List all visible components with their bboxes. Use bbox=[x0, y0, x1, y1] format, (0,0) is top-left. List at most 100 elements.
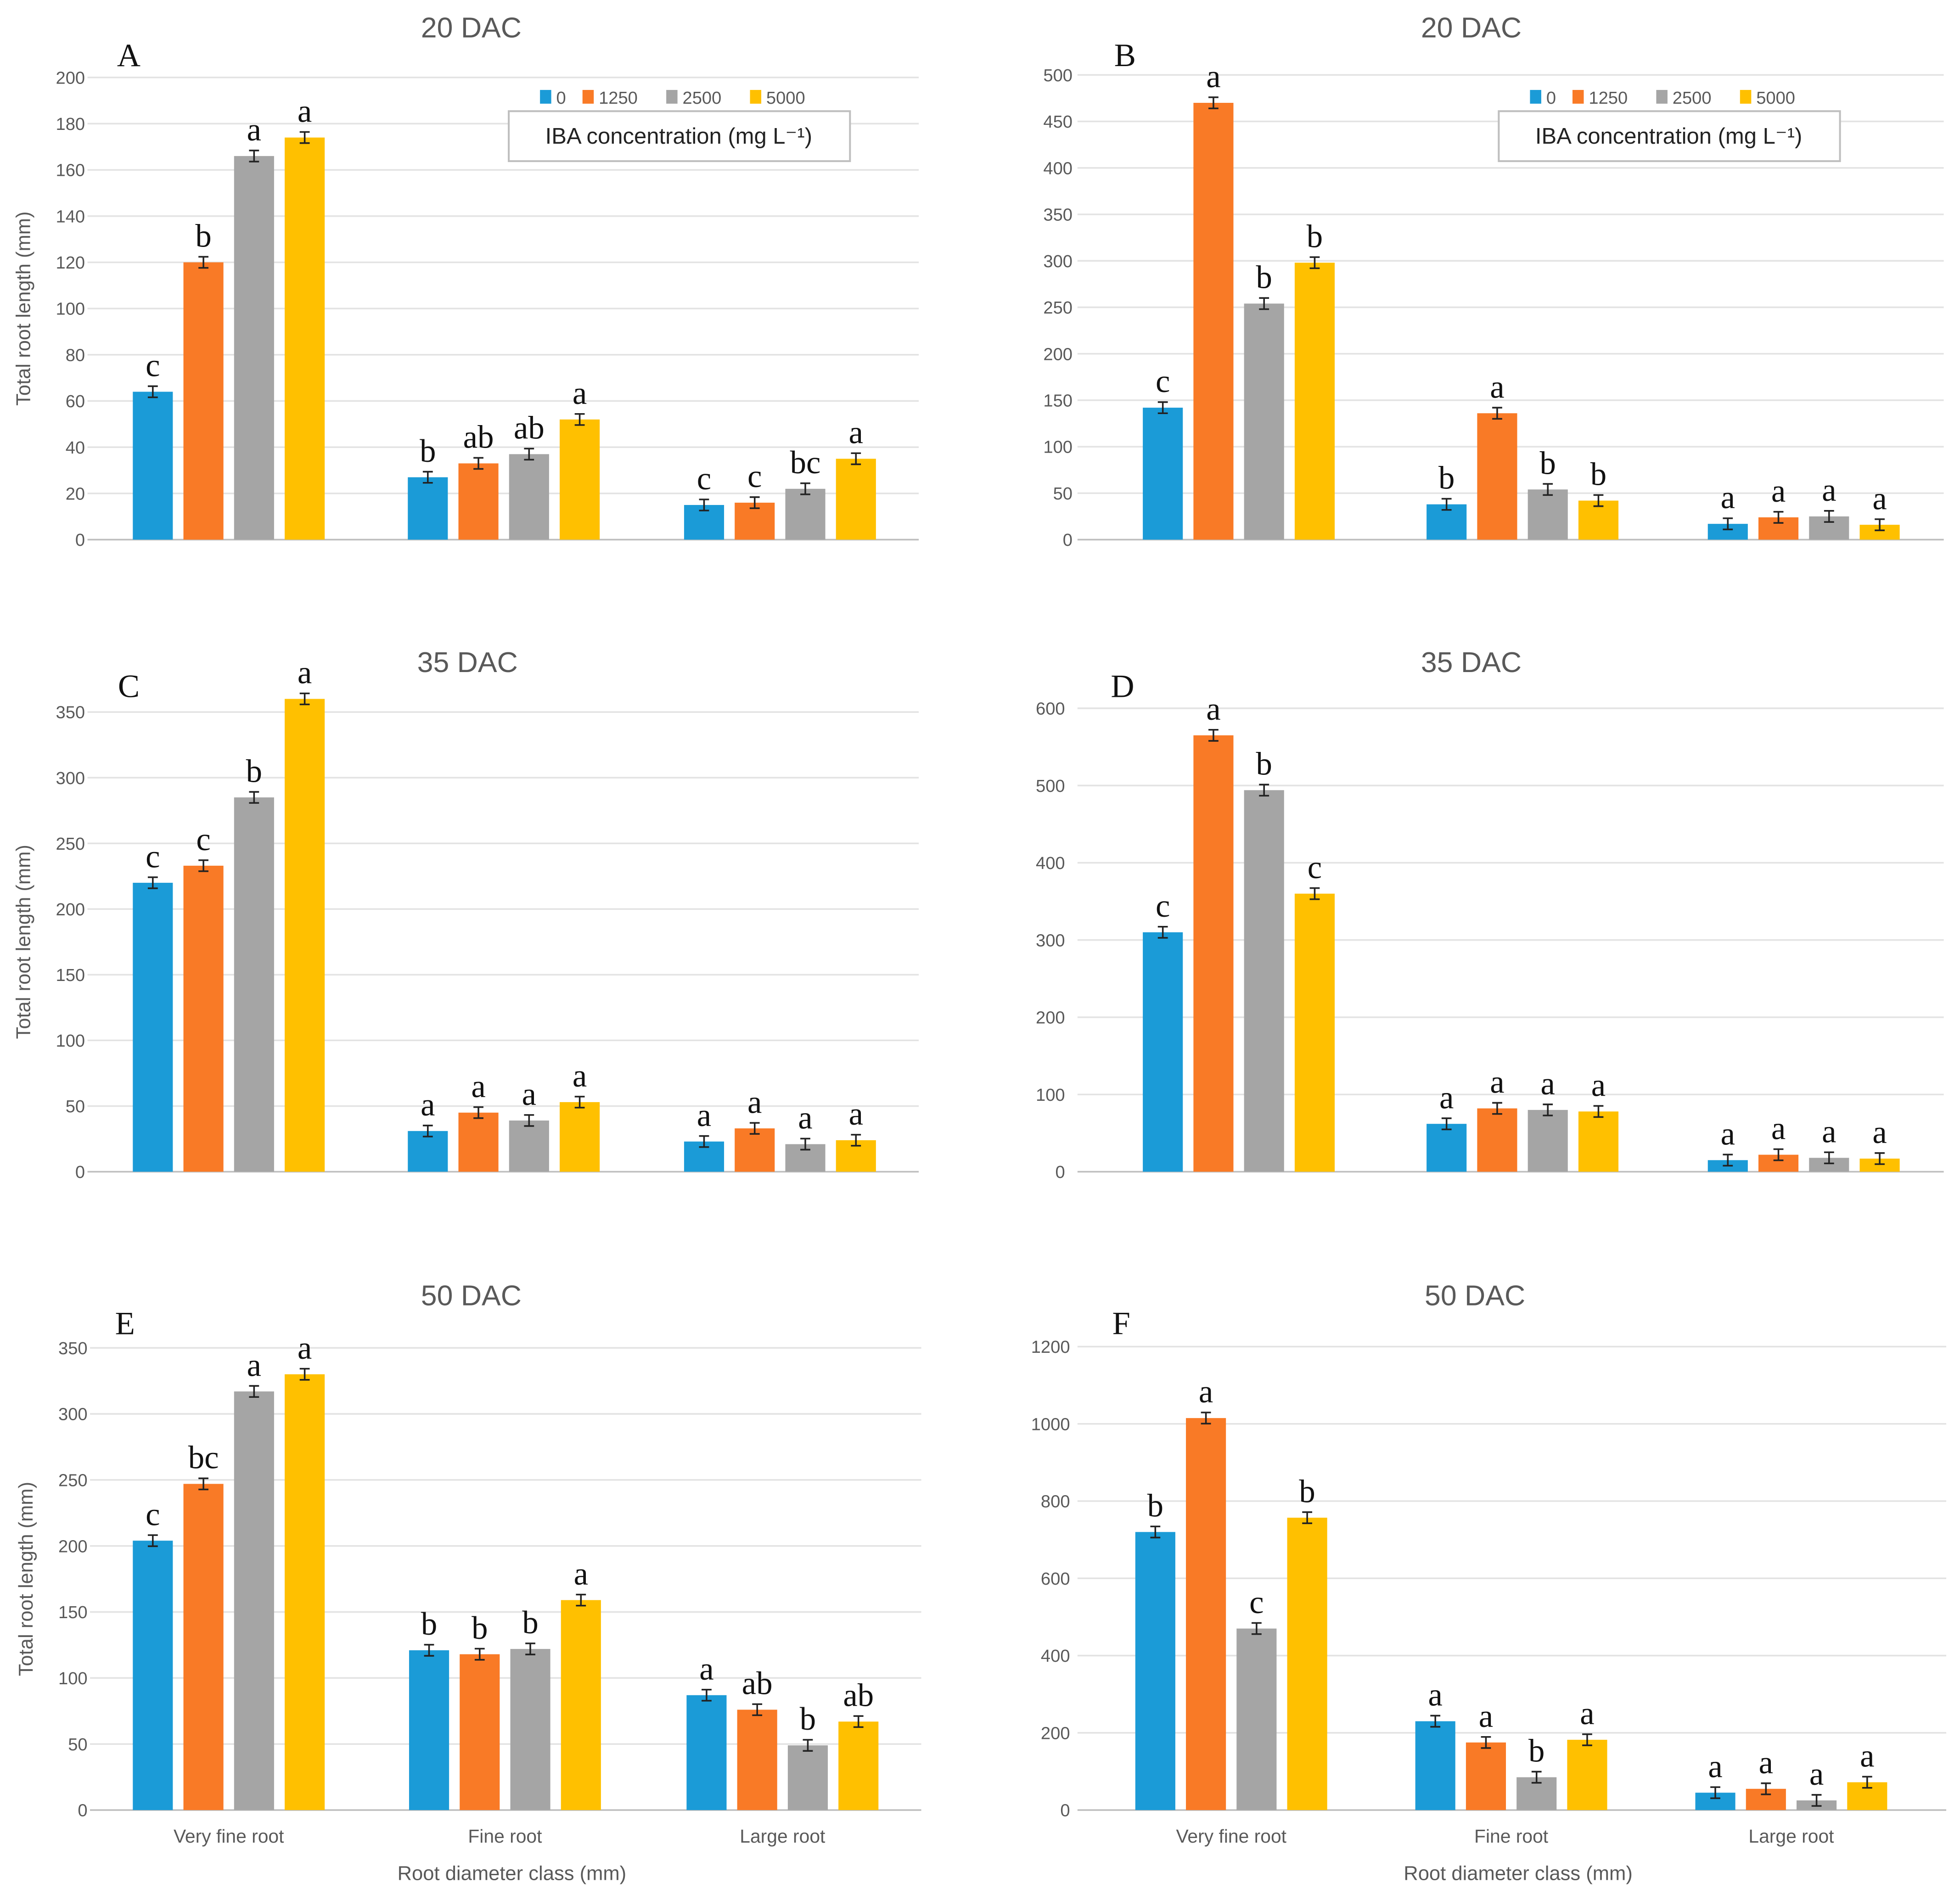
bar-1250 bbox=[458, 1112, 499, 1172]
bar-2500 bbox=[234, 797, 274, 1172]
bar-1250 bbox=[735, 1128, 775, 1172]
chart-title: 20 DAC bbox=[421, 12, 522, 44]
legend-label: 2500 bbox=[1673, 89, 1712, 108]
panel-letter: B bbox=[1114, 38, 1136, 73]
significance-letter: c bbox=[1308, 850, 1322, 886]
error-bar bbox=[474, 1648, 485, 1661]
bar-5000 bbox=[1567, 1739, 1607, 1810]
bar-1250 bbox=[460, 1654, 500, 1810]
error-bar bbox=[699, 499, 709, 511]
error-bar bbox=[1259, 784, 1269, 797]
y-tick-label: 800 bbox=[1041, 1492, 1070, 1512]
error-bar bbox=[198, 1477, 208, 1491]
panel-letter: D bbox=[1111, 668, 1134, 704]
significance-letter: ab bbox=[463, 420, 494, 455]
y-tick-label: 0 bbox=[75, 1163, 85, 1182]
legend-swatch-1250 bbox=[1572, 90, 1584, 104]
y-axis-label: Total root length (mm) bbox=[12, 845, 34, 1039]
legend-label: 2500 bbox=[683, 89, 722, 108]
significance-letter: a bbox=[1708, 1749, 1722, 1784]
error-bar bbox=[1824, 510, 1834, 523]
bar-1250 bbox=[1477, 413, 1517, 540]
bar-0 bbox=[686, 1695, 727, 1810]
y-tick-label: 200 bbox=[56, 900, 85, 919]
y-tick-label: 100 bbox=[56, 300, 85, 319]
bar-0 bbox=[409, 1650, 449, 1810]
error-bar bbox=[1259, 297, 1269, 310]
bar-2500 bbox=[1244, 303, 1284, 540]
significance-letter: a bbox=[849, 1096, 863, 1132]
y-tick-label: 600 bbox=[1036, 700, 1065, 719]
bar-0 bbox=[408, 477, 448, 540]
significance-letter: a bbox=[574, 1556, 588, 1592]
bar-5000 bbox=[1287, 1518, 1327, 1810]
legend-title: IBA concentration (mg L⁻¹) bbox=[545, 124, 812, 149]
bar-5000 bbox=[285, 699, 325, 1172]
error-bar bbox=[574, 413, 585, 426]
significance-letter: a bbox=[1771, 1111, 1786, 1147]
error-bar bbox=[422, 471, 433, 484]
y-tick-label: 100 bbox=[1036, 1086, 1065, 1105]
significance-letter: a bbox=[298, 1330, 312, 1366]
legend-label: 5000 bbox=[1756, 89, 1795, 108]
legend-label: 1250 bbox=[1589, 89, 1628, 108]
error-bar bbox=[424, 1644, 434, 1657]
significance-letter: a bbox=[1541, 1066, 1555, 1102]
y-tick-label: 120 bbox=[56, 253, 85, 273]
x-tick-label: Fine root bbox=[1474, 1826, 1549, 1847]
y-tick-label: 0 bbox=[1055, 1163, 1065, 1182]
error-bar bbox=[1531, 1771, 1542, 1784]
error-bar bbox=[1441, 1117, 1452, 1131]
panel-A: 0 20 40 60 80 100 120 140 160 180 200 20 DAC A Total … bbox=[12, 12, 919, 550]
error-bar bbox=[702, 1688, 712, 1702]
y-tick-label: 200 bbox=[1041, 1724, 1070, 1743]
error-bar bbox=[147, 385, 158, 398]
significance-letter: a bbox=[247, 112, 261, 148]
y-tick-label: 100 bbox=[56, 1031, 85, 1051]
error-bar bbox=[1208, 729, 1219, 742]
significance-letter: b bbox=[1256, 746, 1272, 782]
chart-title: 35 DAC bbox=[1421, 646, 1522, 678]
y-tick-label: 100 bbox=[58, 1669, 88, 1688]
bar-1250 bbox=[1193, 735, 1234, 1172]
bar-0 bbox=[408, 1131, 448, 1172]
legend-swatch-5000 bbox=[750, 90, 762, 104]
bar-1250 bbox=[1186, 1418, 1226, 1810]
y-tick-label: 0 bbox=[75, 531, 85, 550]
significance-letter: c bbox=[196, 822, 210, 858]
y-tick-label: 140 bbox=[56, 207, 85, 226]
significance-letter: b bbox=[800, 1701, 816, 1737]
bar-0 bbox=[133, 883, 173, 1172]
legend-label: 0 bbox=[556, 89, 566, 108]
y-tick-label: 0 bbox=[1063, 531, 1073, 550]
error-bar bbox=[1723, 517, 1733, 531]
bar-2500 bbox=[1528, 489, 1568, 540]
error-bar bbox=[1862, 1776, 1872, 1789]
significance-letter: a bbox=[1872, 481, 1887, 516]
y-axis-label: Total root length (mm) bbox=[12, 211, 34, 405]
bar-5000 bbox=[561, 1600, 601, 1810]
x-axis-label: Root diameter class (mm) bbox=[398, 1862, 627, 1884]
bar-1250 bbox=[183, 865, 224, 1172]
y-tick-label: 150 bbox=[58, 1603, 88, 1622]
legend-label: 0 bbox=[1546, 89, 1556, 108]
error-bar bbox=[524, 1114, 534, 1127]
y-tick-label: 400 bbox=[1043, 159, 1073, 178]
chart-title: 50 DAC bbox=[1425, 1280, 1525, 1312]
chart-title: 35 DAC bbox=[417, 646, 518, 678]
bar-5000 bbox=[560, 1102, 600, 1172]
bar-2500 bbox=[785, 488, 826, 540]
legend-swatch-5000 bbox=[1740, 90, 1752, 104]
y-tick-label: 400 bbox=[1036, 854, 1065, 873]
significance-letter: c bbox=[697, 461, 711, 497]
error-bar bbox=[1309, 887, 1320, 900]
error-bar bbox=[299, 1368, 310, 1381]
significance-letter: c bbox=[146, 1496, 160, 1532]
error-bar bbox=[800, 482, 810, 495]
significance-letter: b bbox=[1256, 259, 1272, 295]
y-tick-label: 180 bbox=[56, 115, 85, 134]
legend: 0 1250 2500 5000 IBA concentration (mg L⁻¹) bbox=[1498, 89, 1841, 163]
error-bar bbox=[299, 131, 310, 144]
